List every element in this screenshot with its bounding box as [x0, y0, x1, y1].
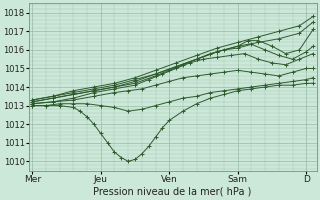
X-axis label: Pression niveau de la mer( hPa ): Pression niveau de la mer( hPa ) [93, 187, 252, 197]
